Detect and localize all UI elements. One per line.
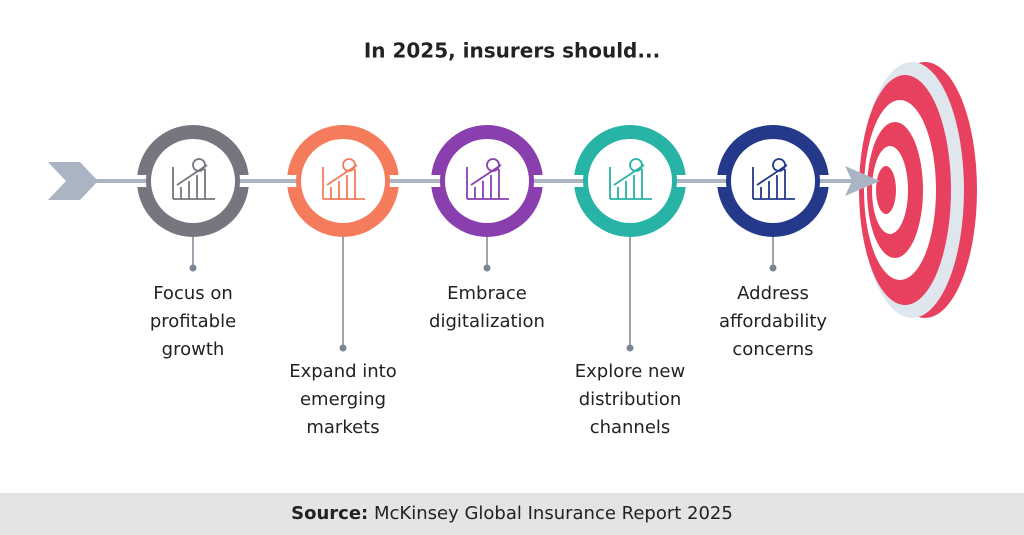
footer-bar xyxy=(0,493,1024,535)
icon-stroke xyxy=(756,164,788,186)
icon xyxy=(752,158,795,200)
source-label: Source: xyxy=(291,503,368,524)
step-label: Address xyxy=(737,283,809,304)
step-label: distribution xyxy=(579,389,682,410)
step-label: Focus on xyxy=(153,283,233,304)
step-label: affordability xyxy=(719,311,827,332)
ring-inner xyxy=(588,139,672,223)
icon-stroke xyxy=(176,164,208,186)
step-label: concerns xyxy=(732,339,813,360)
step-label: channels xyxy=(590,417,671,438)
icon xyxy=(466,158,509,200)
step-label: digitalization xyxy=(429,311,545,332)
icon-stroke xyxy=(772,158,786,172)
icon-stroke xyxy=(470,164,502,186)
ring-inner xyxy=(445,139,529,223)
step-label: growth xyxy=(162,339,225,360)
step-label: markets xyxy=(306,417,379,438)
ring-inner xyxy=(151,139,235,223)
source-text: McKinsey Global Insurance Report 2025 xyxy=(374,503,733,524)
connector-dot xyxy=(339,344,347,352)
icon-stroke xyxy=(613,164,645,186)
step-label: emerging xyxy=(300,389,386,410)
step-label: Expand into xyxy=(289,361,397,382)
icon xyxy=(322,158,365,200)
step-label: profitable xyxy=(150,311,236,332)
icon-stroke xyxy=(629,158,643,172)
step-label: Embrace xyxy=(447,283,527,304)
icon xyxy=(172,158,215,200)
ring-inner xyxy=(731,139,815,223)
step-label: Explore new xyxy=(575,361,685,382)
icon-stroke xyxy=(486,158,500,172)
connector-dot xyxy=(769,264,777,272)
icon-stroke xyxy=(342,158,356,172)
connector-dot xyxy=(483,264,491,272)
icon-stroke xyxy=(192,158,206,172)
connector-dot xyxy=(189,264,197,272)
title: In 2025, insurers should... xyxy=(364,39,660,63)
arrow-head xyxy=(845,166,880,196)
target xyxy=(859,62,977,318)
icon xyxy=(609,158,652,200)
connector-dot xyxy=(626,344,634,352)
ring-inner xyxy=(301,139,385,223)
icon-stroke xyxy=(326,164,358,186)
source: Source: McKinsey Global Insurance Report… xyxy=(291,503,733,524)
